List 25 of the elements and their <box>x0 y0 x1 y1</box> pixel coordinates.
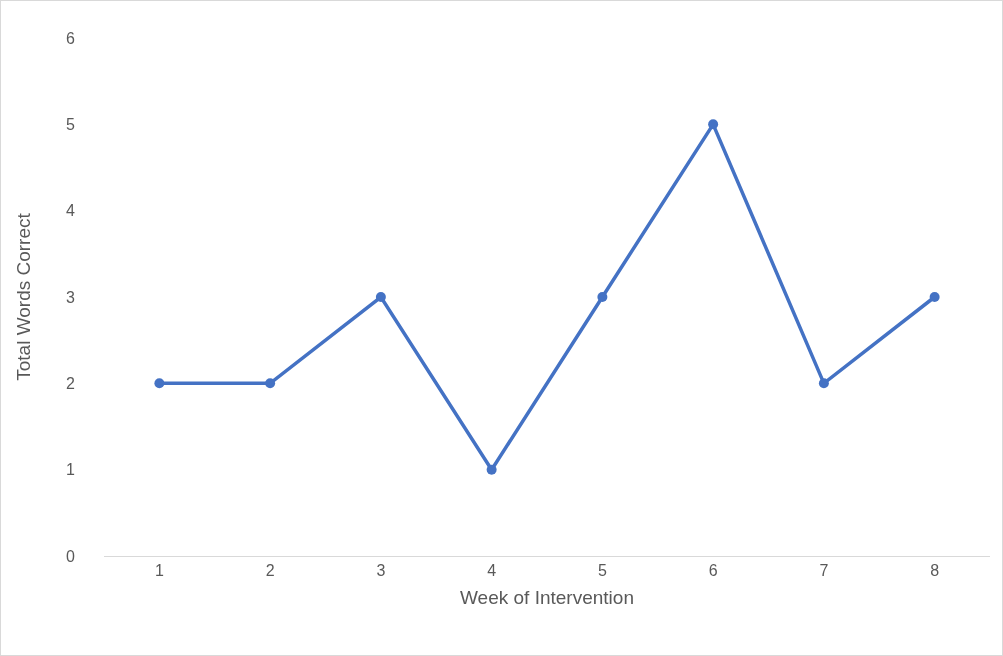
x-tick-label: 5 <box>597 562 607 580</box>
x-tick-label: 3 <box>376 562 386 580</box>
y-tick-label: 4 <box>66 202 76 220</box>
x-tick-label: 4 <box>487 562 497 580</box>
x-axis-title: Week of Intervention <box>460 587 634 608</box>
x-tick-label: 6 <box>708 562 718 580</box>
point <box>818 378 829 389</box>
point <box>929 292 940 302</box>
x-tick-label: 7 <box>819 562 829 580</box>
y-axis-title: Total Words Correct <box>12 212 34 381</box>
y-tick-label: 2 <box>66 374 76 392</box>
point <box>154 378 165 389</box>
x-tick-label: 1 <box>154 562 164 580</box>
point <box>375 292 386 302</box>
point <box>708 119 719 130</box>
y-tick-label: 5 <box>66 115 76 133</box>
y-tick-label: 0 <box>66 547 76 565</box>
y-tick-label: 3 <box>66 288 76 306</box>
y-tick-label: 1 <box>66 461 76 479</box>
point <box>265 378 276 389</box>
point <box>597 292 608 302</box>
point <box>486 464 497 475</box>
x-tick-label: 2 <box>265 562 275 580</box>
x-tick-label: 8 <box>930 562 940 580</box>
y-tick-label: 6 <box>66 29 76 47</box>
